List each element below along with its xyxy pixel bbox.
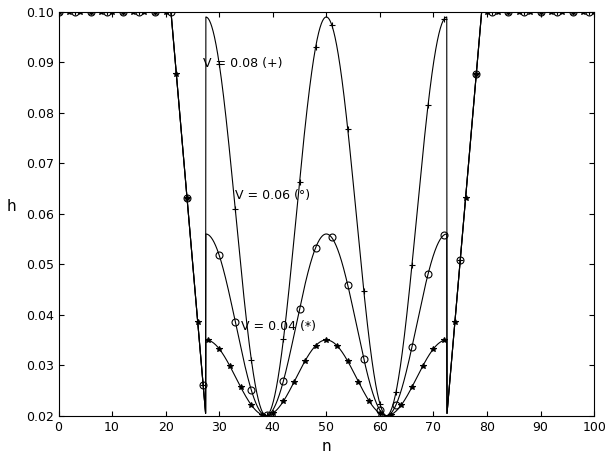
Text: V = 0.06 (°): V = 0.06 (°) — [235, 189, 310, 201]
Text: V = 0.08 (+): V = 0.08 (+) — [203, 58, 283, 71]
Text: V = 0.04 (*): V = 0.04 (*) — [241, 320, 316, 333]
Y-axis label: h: h — [7, 199, 17, 214]
X-axis label: n: n — [321, 439, 331, 454]
